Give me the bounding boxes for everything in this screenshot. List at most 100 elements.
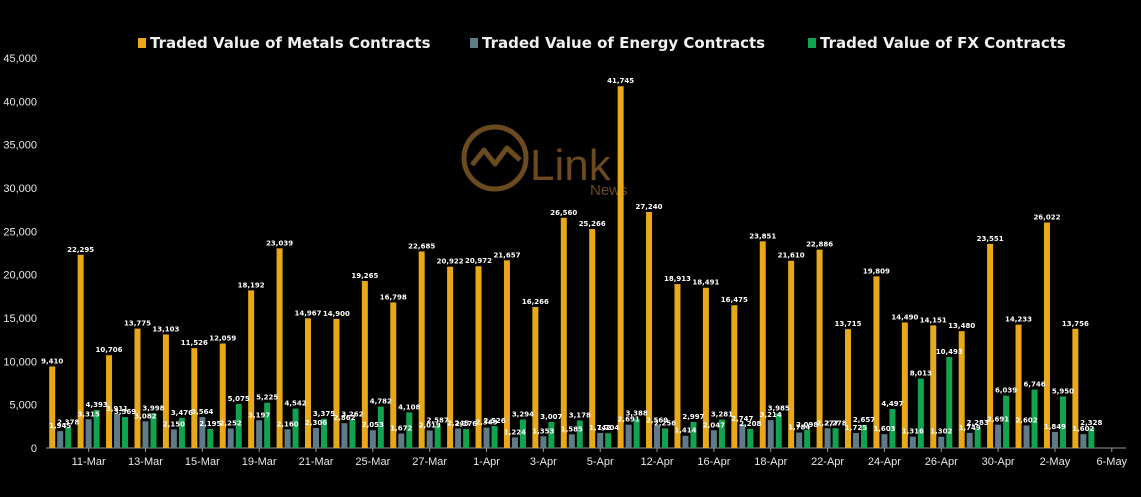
data-label: 16,475 [721, 296, 748, 304]
x-tick-label: 27-Mar [412, 456, 447, 468]
data-label: 3,262 [341, 411, 363, 419]
bar [170, 429, 177, 448]
data-label: 4,393 [86, 401, 108, 409]
data-label: 16,266 [522, 298, 549, 306]
bar [503, 260, 510, 448]
data-label: 3,375 [313, 410, 335, 418]
data-label: 21,657 [493, 251, 520, 259]
bar [1043, 222, 1050, 448]
data-label: 2,098 [796, 421, 818, 429]
data-label: 2,245 [447, 420, 469, 428]
x-tick-label: 1-Apr [473, 456, 500, 468]
data-label: 2,306 [305, 419, 327, 427]
data-label: 4,542 [285, 400, 307, 408]
data-label: 26,022 [1033, 213, 1060, 221]
bar [881, 434, 888, 448]
bar [824, 428, 831, 448]
x-tick-label: 13-Mar [128, 456, 163, 468]
bar [548, 421, 555, 448]
data-label: 25,266 [579, 220, 606, 228]
bar [491, 426, 498, 448]
data-label: 6,746 [1023, 381, 1045, 389]
data-label: 2,862 [333, 414, 355, 422]
x-tick-label: 21-Mar [299, 456, 334, 468]
bar [377, 406, 384, 448]
data-label: 27,240 [636, 203, 663, 211]
data-label: 2,053 [362, 421, 384, 429]
bar [369, 430, 376, 448]
data-label: 2,657 [853, 416, 875, 424]
bar [995, 424, 1002, 448]
data-label: 2,019 [419, 422, 441, 430]
y-tick-label: 20,000 [3, 270, 37, 282]
x-tick-label: 16-Apr [697, 456, 730, 468]
bar [759, 241, 766, 448]
bar [199, 417, 206, 448]
legend-swatch [470, 38, 478, 48]
bar [889, 409, 896, 448]
data-label: 3,178 [569, 411, 591, 419]
bar [1088, 427, 1095, 448]
link-news-watermark: Link News [461, 124, 628, 199]
data-label: 26,560 [550, 209, 577, 217]
bar [861, 424, 867, 448]
data-label: 3,197 [248, 411, 270, 419]
x-tick-label: 3-Apr [530, 456, 557, 468]
data-label: 1,316 [902, 428, 924, 436]
data-label: 2,587 [427, 417, 449, 425]
bar [321, 418, 327, 448]
bar [901, 322, 908, 448]
y-tick-label: 45,000 [3, 53, 37, 65]
data-label: 2,747 [731, 415, 753, 423]
data-label: 2,997 [682, 413, 704, 421]
data-label: 3,294 [512, 410, 534, 418]
bar [682, 435, 689, 448]
bar [576, 420, 583, 448]
data-label: 2,569 [646, 417, 668, 425]
data-label: 3,911 [106, 405, 128, 413]
data-label: 19,265 [351, 272, 378, 280]
data-label: 2,283 [967, 419, 989, 427]
bar [134, 328, 141, 448]
bar [605, 433, 612, 448]
bar [106, 355, 113, 448]
data-label: 4,782 [370, 398, 392, 406]
bar [1015, 324, 1022, 448]
bar [1023, 425, 1030, 448]
bar [191, 348, 198, 448]
data-label: 14,490 [891, 313, 918, 321]
y-tick-label: 15,000 [3, 313, 37, 325]
bar [625, 424, 632, 448]
bar [767, 420, 774, 448]
bar [816, 249, 823, 448]
bar [313, 428, 319, 448]
bar [519, 419, 526, 448]
data-label: 9,410 [41, 357, 63, 365]
legend: Traded Value of Metals Contracts Traded V… [138, 34, 1066, 52]
bar [1072, 328, 1079, 448]
data-label: 12,059 [209, 334, 236, 342]
bar [832, 428, 839, 448]
data-label: 41,745 [607, 77, 634, 85]
x-tick-label: 6-May [1097, 456, 1128, 468]
data-label: 13,756 [1062, 320, 1089, 328]
data-label: 1,353 [532, 427, 554, 435]
data-label: 1,414 [674, 427, 696, 435]
bar [747, 428, 754, 448]
data-label: 1,672 [390, 425, 412, 433]
bar [341, 423, 348, 448]
data-label: 14,900 [323, 310, 350, 318]
data-label: 1,742 [589, 424, 611, 432]
data-label: 3,985 [768, 404, 790, 412]
bar [49, 366, 56, 448]
data-label: 13,775 [124, 320, 151, 328]
bar [938, 436, 945, 448]
data-label: 1,725 [845, 424, 867, 432]
data-label: 14,967 [294, 309, 321, 317]
bar [739, 424, 746, 448]
bar [662, 428, 669, 448]
bar [966, 432, 973, 448]
x-tick-label: 15-Mar [185, 456, 220, 468]
data-label: 18,192 [238, 281, 265, 289]
